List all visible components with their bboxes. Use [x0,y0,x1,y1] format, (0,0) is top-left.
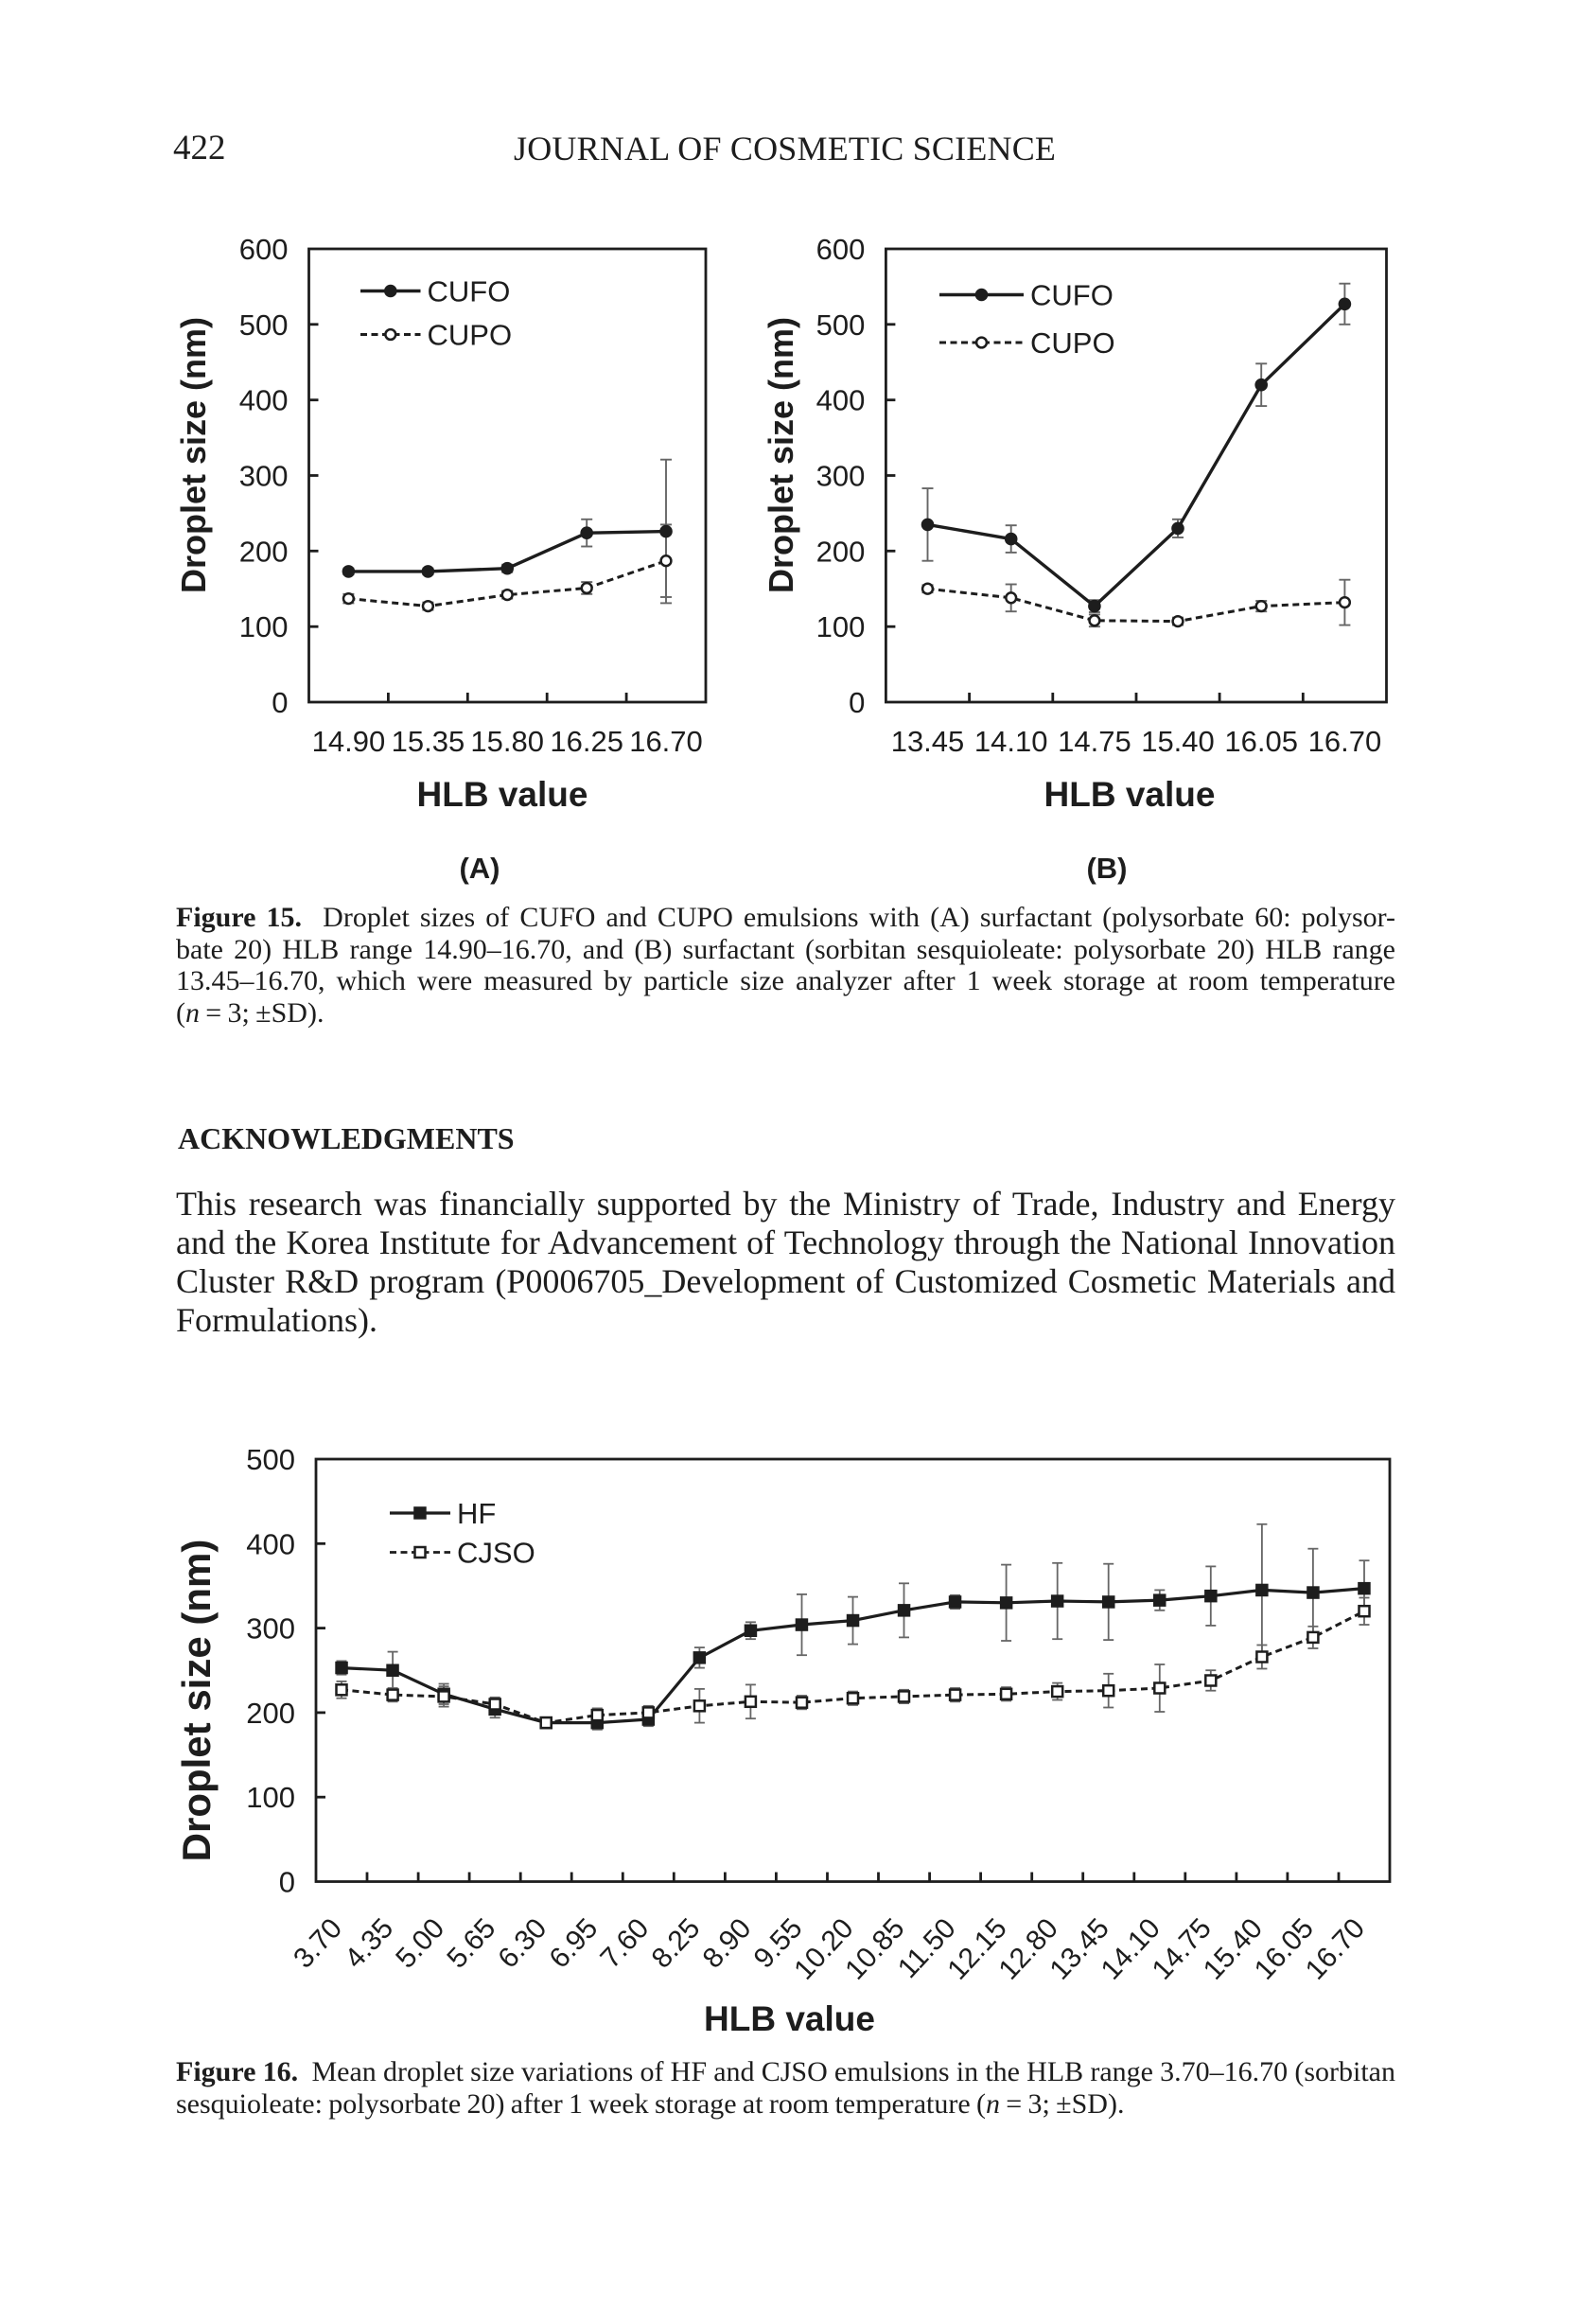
svg-text:0: 0 [272,686,288,719]
svg-text:200: 200 [246,1697,295,1730]
svg-text:16.05: 16.05 [1224,725,1298,758]
svg-text:10.20: 10.20 [788,1912,859,1985]
svg-text:15.40: 15.40 [1198,1912,1269,1985]
svg-text:16.70: 16.70 [1308,725,1382,758]
svg-text:12.80: 12.80 [992,1912,1063,1985]
svg-text:300: 300 [239,460,289,493]
svg-text:500: 500 [816,308,866,342]
svg-text:Droplet size (nm): Droplet size (nm) [762,317,800,593]
svg-text:HLB value: HLB value [704,1999,875,2038]
svg-text:13.45: 13.45 [891,725,965,758]
svg-text:300: 300 [816,460,866,493]
svg-text:400: 400 [816,384,866,417]
svg-text:CUFO: CUFO [1030,279,1114,312]
svg-text:CUFO: CUFO [428,275,511,308]
svg-text:100: 100 [246,1781,295,1814]
svg-text:HF: HF [457,1497,496,1530]
svg-text:CUPO: CUPO [1030,326,1115,360]
svg-text:15.80: 15.80 [470,725,544,758]
svg-text:100: 100 [239,610,289,643]
svg-text:6.30: 6.30 [492,1912,552,1974]
svg-text:7.60: 7.60 [594,1912,655,1974]
svg-text:(A): (A) [459,852,500,885]
svg-text:0: 0 [279,1866,295,1899]
svg-text:CUPO: CUPO [428,319,513,352]
svg-text:3.70: 3.70 [288,1912,348,1974]
svg-text:100: 100 [816,610,866,643]
svg-text:500: 500 [239,308,289,342]
svg-text:200: 200 [239,535,289,568]
svg-text:HLB value: HLB value [417,775,588,814]
svg-text:12.15: 12.15 [941,1912,1012,1985]
svg-text:200: 200 [816,535,866,568]
svg-text:6.95: 6.95 [543,1912,604,1974]
svg-text:HLB value: HLB value [1044,775,1216,814]
svg-text:5.65: 5.65 [441,1912,501,1974]
svg-text:15.35: 15.35 [392,725,465,758]
svg-text:14.90: 14.90 [312,725,386,758]
svg-text:16.05: 16.05 [1249,1912,1320,1985]
svg-text:15.40: 15.40 [1141,725,1215,758]
svg-text:4.35: 4.35 [339,1912,399,1974]
svg-text:0: 0 [849,686,865,719]
svg-text:5.00: 5.00 [390,1912,450,1974]
svg-text:600: 600 [239,233,289,266]
svg-text:14.10: 14.10 [1096,1912,1166,1985]
svg-text:Droplet size (nm): Droplet size (nm) [174,317,213,593]
svg-text:8.90: 8.90 [697,1912,758,1974]
svg-text:14.10: 14.10 [974,725,1048,758]
svg-text:CJSO: CJSO [457,1537,535,1570]
svg-text:400: 400 [239,384,289,417]
svg-text:500: 500 [246,1443,295,1476]
svg-text:16.70: 16.70 [629,725,703,758]
svg-text:10.85: 10.85 [839,1912,910,1985]
svg-text:13.45: 13.45 [1044,1912,1114,1985]
svg-text:(B): (B) [1086,852,1127,885]
svg-text:400: 400 [246,1527,295,1560]
svg-text:600: 600 [816,233,866,266]
svg-text:14.75: 14.75 [1058,725,1131,758]
svg-text:8.25: 8.25 [646,1912,707,1974]
svg-text:16.25: 16.25 [550,725,623,758]
svg-text:300: 300 [246,1612,295,1646]
svg-text:14.75: 14.75 [1147,1912,1218,1985]
svg-text:Droplet size (nm): Droplet size (nm) [174,1540,219,1862]
svg-text:16.70: 16.70 [1300,1912,1371,1985]
